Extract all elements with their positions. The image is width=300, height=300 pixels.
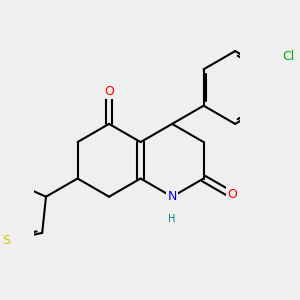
Text: O: O — [227, 188, 237, 201]
Text: O: O — [104, 85, 114, 98]
Text: H: H — [168, 214, 176, 224]
Text: S: S — [3, 234, 10, 247]
Text: Cl: Cl — [283, 50, 295, 63]
Text: N: N — [167, 190, 177, 203]
